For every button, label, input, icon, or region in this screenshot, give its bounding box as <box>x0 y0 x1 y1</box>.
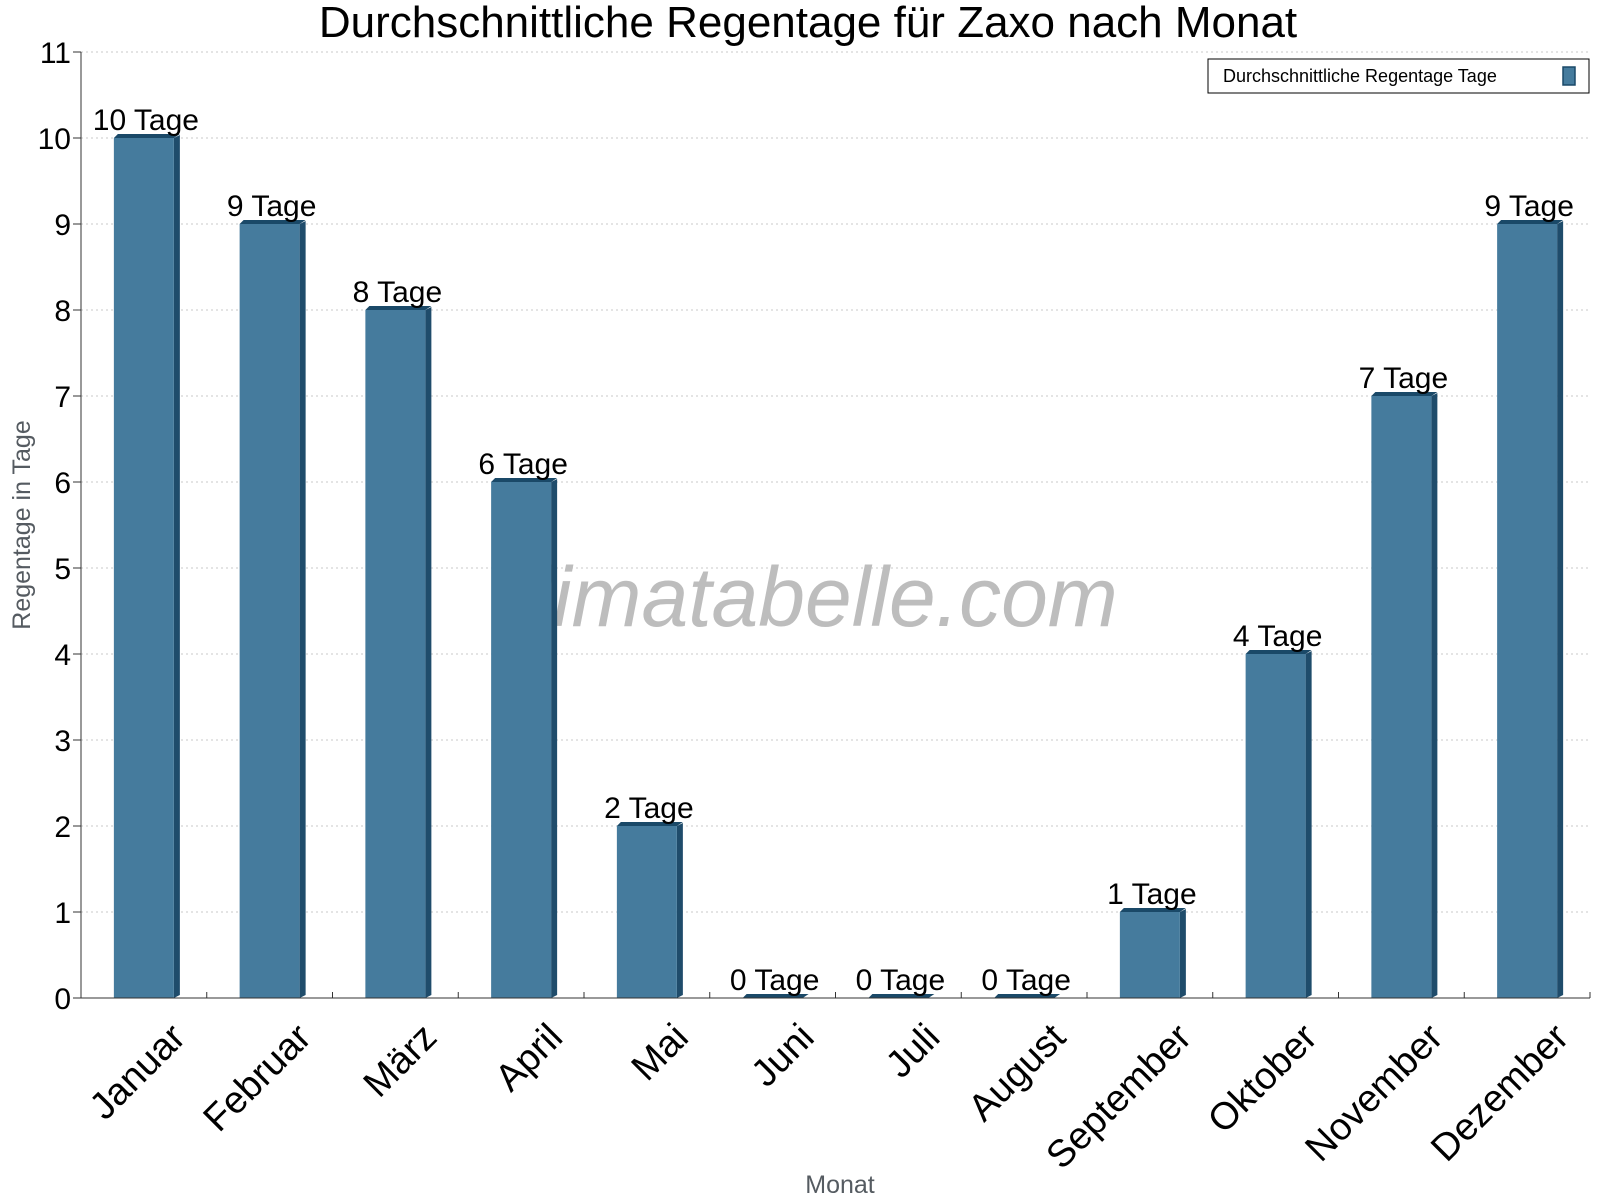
bar-top <box>616 822 683 826</box>
bar-side <box>425 307 432 998</box>
data-label: 9 Tage <box>227 190 317 223</box>
data-label: 8 Tage <box>353 276 443 309</box>
bar-top <box>113 134 180 138</box>
x-tick-label: August <box>961 1016 1075 1130</box>
x-axis-title: Monat <box>805 1171 875 1199</box>
x-tick-label: Dezember <box>1423 1016 1577 1170</box>
bar-side <box>551 479 558 998</box>
bar-side <box>173 135 180 998</box>
bar-top <box>868 994 935 998</box>
bar-side <box>1305 651 1312 998</box>
x-tick-label: November <box>1298 1016 1452 1170</box>
bar <box>1371 396 1432 998</box>
bar-top <box>742 994 809 998</box>
x-tick-label: Januar <box>82 1016 194 1128</box>
data-labels: 10 Tage 9 Tage 8 Tage 6 Tage 2 Tage 0 Tage 0 T… <box>93 104 1574 997</box>
data-label: 2 Tage <box>604 792 694 825</box>
data-label: 6 Tage <box>478 448 568 481</box>
y-tick-label: 8 <box>54 295 71 328</box>
y-tick-label: 6 <box>54 467 71 500</box>
bar-top <box>1245 650 1312 654</box>
y-tick-label: 2 <box>54 811 71 844</box>
x-tick-label: Oktober <box>1200 1016 1326 1142</box>
x-tick-label: Mai <box>624 1016 697 1089</box>
legend-swatch <box>1562 66 1576 86</box>
bar-top <box>365 306 432 310</box>
bar <box>365 310 426 998</box>
bar <box>491 482 552 998</box>
bar <box>616 826 677 998</box>
y-tick-label: 0 <box>54 983 71 1016</box>
bar-side <box>1431 393 1438 998</box>
bar-side <box>676 823 683 998</box>
data-label: 0 Tage <box>981 964 1071 997</box>
y-tick-label: 9 <box>54 209 71 242</box>
grid <box>81 51 1590 913</box>
x-tick-label: Juni <box>743 1016 822 1095</box>
bar-side <box>1179 909 1186 998</box>
bar <box>239 224 300 998</box>
y-axis-title: Regentage in Tage <box>8 420 36 629</box>
bar <box>1245 654 1306 998</box>
y-ticks: 0 1 2 3 4 5 6 7 8 9 10 11 <box>38 37 81 1016</box>
x-tick-label: März <box>356 1016 445 1105</box>
watermark: klimatabelle.com <box>492 550 1118 644</box>
data-label: 4 Tage <box>1233 620 1323 653</box>
x-tick-label: April <box>488 1016 571 1099</box>
data-label: 1 Tage <box>1107 878 1197 911</box>
x-tick-label: Februar <box>196 1016 320 1140</box>
y-tick-label: 4 <box>54 639 71 672</box>
chart-title: Durchschnittliche Regentage für Zaxo nac… <box>319 0 1297 47</box>
y-tick-label: 3 <box>54 725 71 758</box>
bar <box>1497 224 1558 998</box>
x-tick-label: Juli <box>878 1016 948 1086</box>
data-label: 7 Tage <box>1359 362 1449 395</box>
y-tick-label: 10 <box>38 123 71 156</box>
legend: Durchschnittliche Regentage Tage <box>1207 58 1590 94</box>
y-tick-label: 1 <box>54 897 71 930</box>
data-label: 9 Tage <box>1484 190 1574 223</box>
legend-box <box>1207 58 1590 94</box>
y-tick-label: 11 <box>40 37 71 70</box>
bar <box>1119 912 1180 998</box>
bar-top <box>1119 908 1186 912</box>
bar-top <box>994 994 1061 998</box>
bar-top <box>239 220 306 224</box>
bar <box>113 138 174 998</box>
bars <box>113 134 1564 998</box>
data-label: 0 Tage <box>856 964 946 997</box>
data-label: 10 Tage <box>93 104 199 137</box>
bar-side <box>1557 221 1564 998</box>
x-ticks: Januar Februar März April Mai Juni Juli AugustS… <box>80 992 1591 1177</box>
bar-top <box>491 478 558 482</box>
bar-side <box>299 221 306 998</box>
bar-top <box>1497 220 1564 224</box>
y-tick-label: 7 <box>54 381 71 414</box>
data-label: 0 Tage <box>730 964 820 997</box>
y-tick-label: 5 <box>54 553 71 586</box>
legend-label: Durchschnittliche Regentage Tage <box>1223 66 1497 86</box>
bar-top <box>1371 392 1438 396</box>
